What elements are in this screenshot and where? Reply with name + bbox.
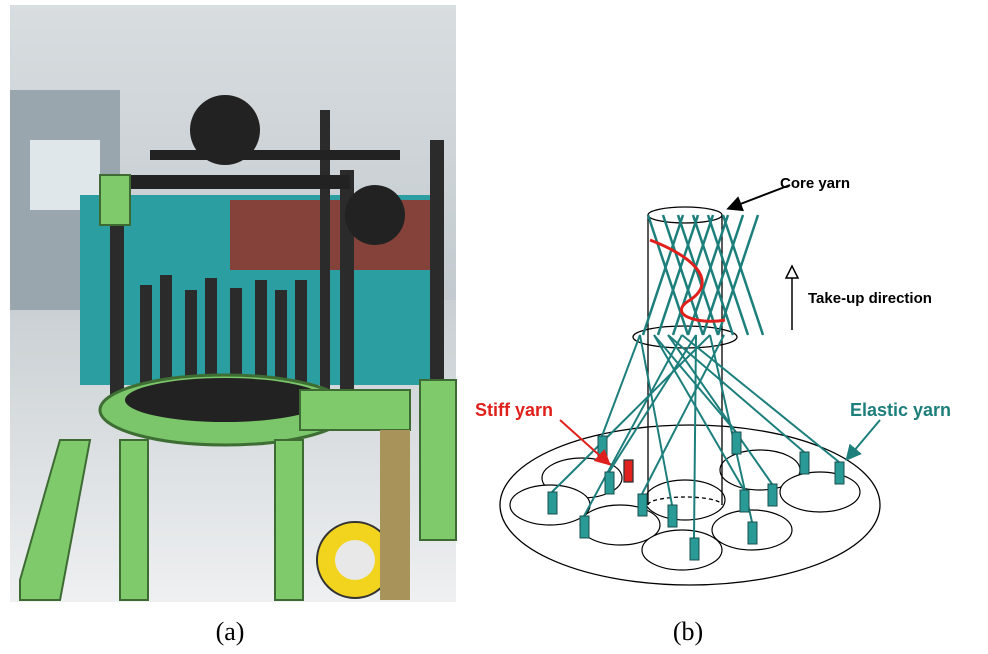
page: {"panels": [ {"caption": "(a)"}, {"capti… [0,0,988,654]
bobbin [668,505,677,527]
caption-b: (b) [673,617,703,646]
elastic-yarn [602,335,640,436]
figure: Core yarn Take-up direction Stiff yarn E… [0,0,988,654]
bobbin [835,462,844,484]
bobbin [768,484,777,506]
pit [780,472,860,512]
takeup-arrow [786,266,798,330]
bobbin [580,516,589,538]
bobbin [740,490,749,512]
bobbin [748,522,757,544]
bobbin [800,452,809,474]
bobbin [638,494,647,516]
machine-photo [10,5,456,602]
bobbin [690,538,699,560]
stiff-yarn-label: Stiff yarn [475,400,553,420]
elastic-yarn-label: Elastic yarn [850,400,951,420]
bobbin [548,492,557,514]
braiding-diagram [500,185,880,585]
takeup-label: Take-up direction [808,290,932,307]
bobbin [732,432,741,454]
elastic-arrow [848,420,880,458]
core-yarn-label: Core yarn [780,175,850,192]
caption-a: (a) [216,617,245,646]
bobbin [605,472,614,494]
pit [642,530,722,570]
stiff-bobbin [624,460,633,482]
